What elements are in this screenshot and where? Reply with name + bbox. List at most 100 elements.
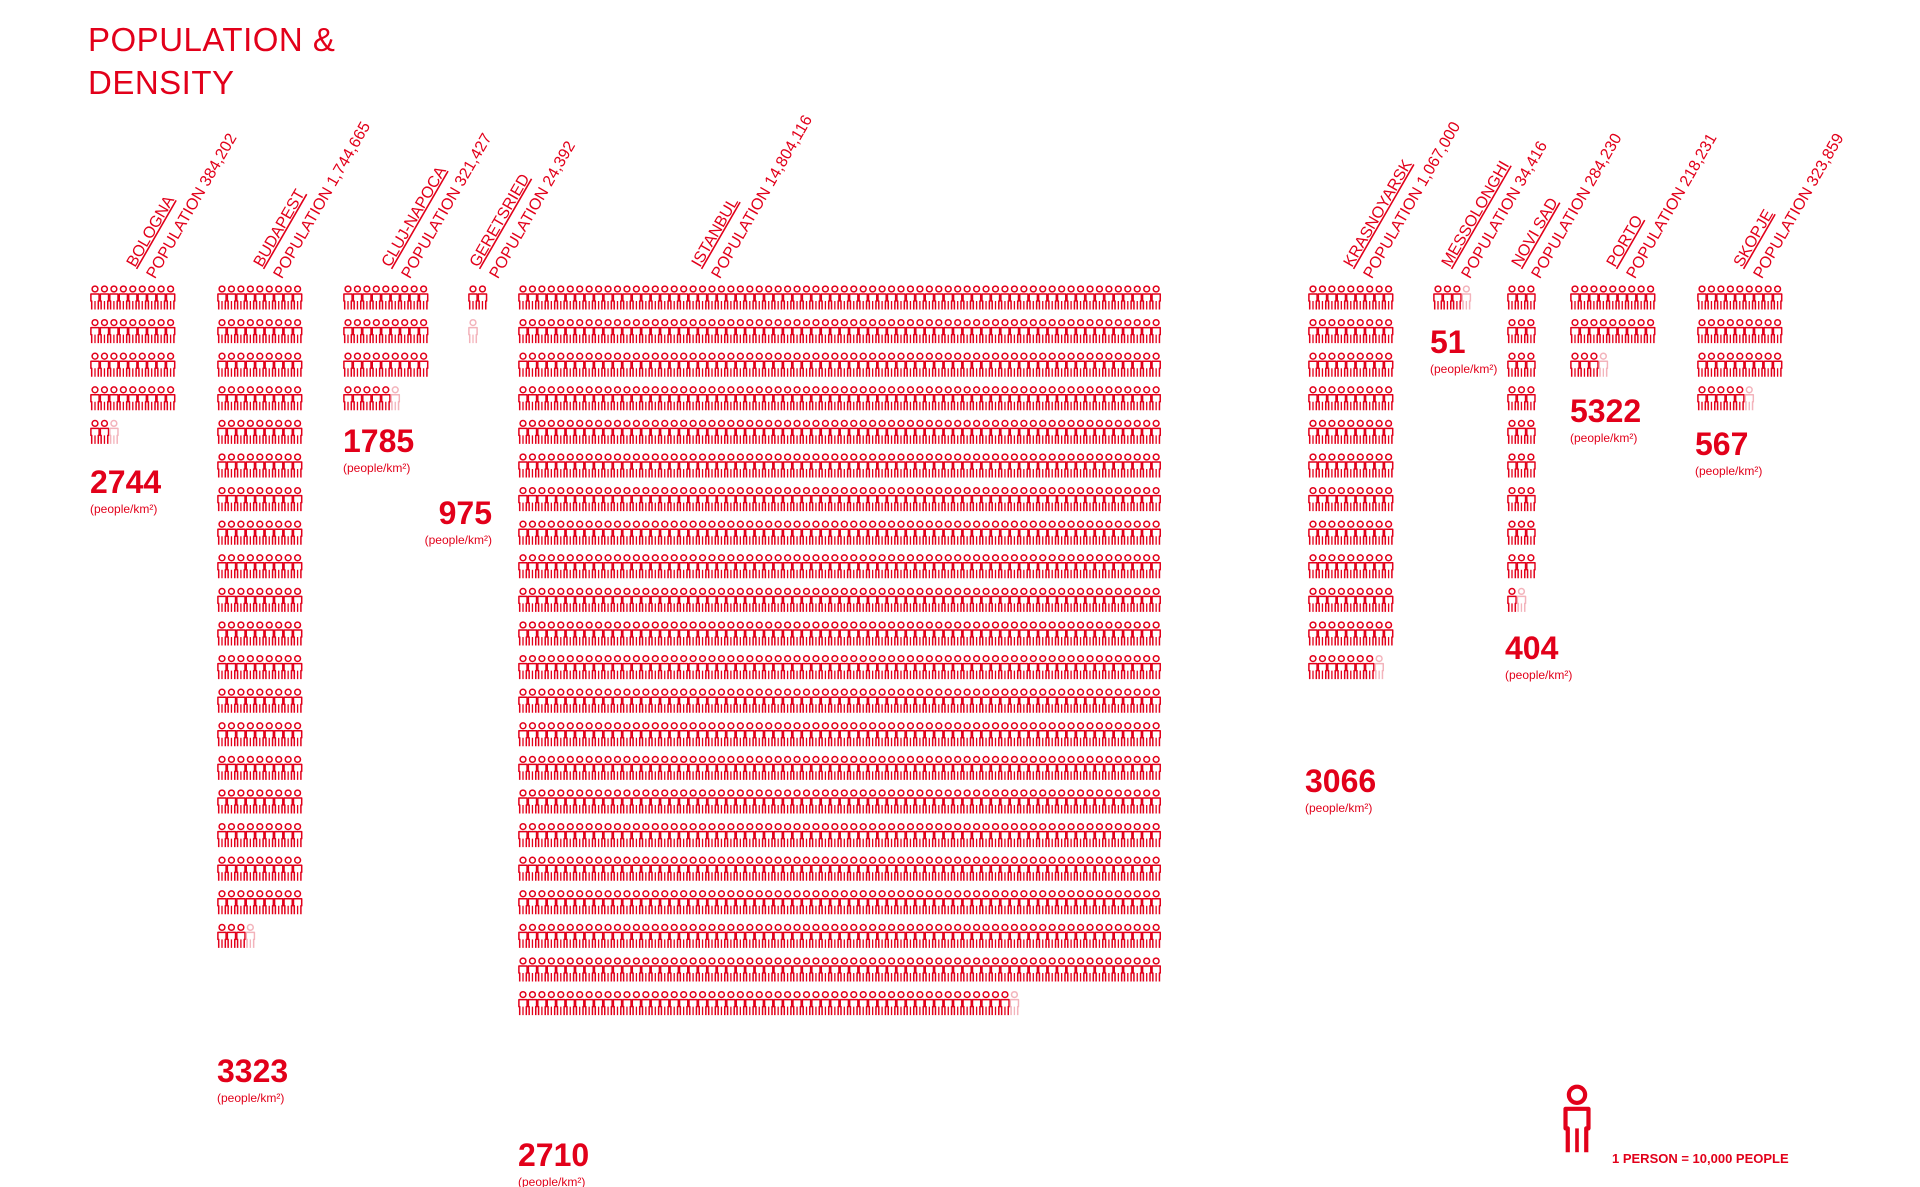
person-icon (109, 285, 119, 311)
person-icon (1317, 453, 1328, 479)
person-icon (697, 822, 708, 848)
person-icon (792, 688, 802, 714)
person-icon-partial (109, 419, 119, 445)
person-icon (678, 990, 689, 1016)
person-icon (1104, 755, 1114, 781)
person-icon (1037, 453, 1048, 479)
person-icon (1345, 318, 1356, 344)
person-icon (409, 352, 419, 378)
person-icon (518, 957, 528, 983)
person-icon (518, 587, 528, 613)
person-icon (527, 419, 538, 445)
person-icon (943, 352, 954, 378)
person-icon (1645, 318, 1656, 344)
person-icon (924, 453, 935, 479)
person-icon (1734, 352, 1745, 378)
city-population: POPULATION 14,804,116 (709, 112, 816, 281)
person-icon (962, 923, 972, 949)
person-icon (1570, 285, 1580, 311)
person-icon (1645, 285, 1656, 311)
person-icon (839, 520, 850, 546)
person-icon (1085, 587, 1095, 613)
person-icon (754, 386, 765, 412)
person-icon (659, 587, 670, 613)
person-icon (971, 419, 982, 445)
person-icon (744, 352, 755, 378)
person-icon (716, 318, 727, 344)
person-icon (1151, 789, 1161, 815)
person-icon (603, 419, 613, 445)
person-icon (933, 587, 944, 613)
person-icon (1433, 285, 1443, 311)
person-icon (1028, 755, 1039, 781)
person-icon (283, 318, 293, 344)
person-icon (1151, 419, 1161, 445)
person-icon (707, 688, 717, 714)
person-icon (858, 453, 869, 479)
person-icon (537, 386, 547, 412)
person-icon (962, 890, 972, 916)
person-icon (593, 856, 604, 882)
person-icon (1094, 789, 1105, 815)
person-icon (688, 554, 698, 580)
person-icon (744, 822, 755, 848)
person-icon (811, 789, 821, 815)
person-icon (659, 789, 670, 815)
person-icon (245, 621, 256, 647)
person-icon (924, 520, 935, 546)
person-icon (1336, 453, 1347, 479)
person-icon (264, 554, 275, 580)
person-icon (688, 688, 698, 714)
person-icon (886, 587, 897, 613)
person-icon (622, 318, 632, 344)
person-icon (1317, 486, 1328, 512)
person-icon (981, 957, 991, 983)
person-icon (811, 990, 821, 1016)
person-icon (669, 352, 680, 378)
person-icon (1122, 856, 1133, 882)
person-icon (915, 789, 925, 815)
person-icon (236, 856, 246, 882)
person-icon (1019, 318, 1029, 344)
person-icon (1037, 352, 1048, 378)
person-icon (1374, 621, 1384, 647)
density-value: 1785 (343, 423, 414, 459)
person-icon (584, 386, 594, 412)
person-icon (1151, 654, 1161, 680)
person-icon (1104, 554, 1114, 580)
person-icon (1056, 352, 1067, 378)
person-icon (245, 318, 256, 344)
person-icon (254, 386, 265, 412)
person-icon (254, 722, 265, 748)
person-icon (905, 890, 916, 916)
person-icon (1355, 318, 1366, 344)
person-icon (399, 352, 410, 378)
person-icon (1094, 890, 1105, 916)
person-icon (735, 722, 746, 748)
person-icon (1104, 352, 1114, 378)
person-icon (264, 856, 275, 882)
person-icon (933, 285, 944, 311)
person-icon (848, 822, 859, 848)
person-icon (565, 789, 576, 815)
person-icon (1037, 318, 1048, 344)
person-icon (811, 554, 821, 580)
person-icon (858, 654, 869, 680)
person-icon (283, 722, 293, 748)
person-icon (782, 957, 793, 983)
person-icon (962, 285, 972, 311)
person-icon (678, 318, 689, 344)
person-icon (792, 923, 802, 949)
person-icon (518, 318, 528, 344)
person-icon (518, 923, 528, 949)
person-icon (773, 419, 783, 445)
person-icon (1019, 822, 1029, 848)
person-icon (622, 957, 632, 983)
person-icon (877, 318, 887, 344)
person-icon (612, 486, 623, 512)
person-icon (593, 352, 604, 378)
person-icon (273, 453, 284, 479)
person-icon (688, 722, 698, 748)
person-icon (688, 957, 698, 983)
